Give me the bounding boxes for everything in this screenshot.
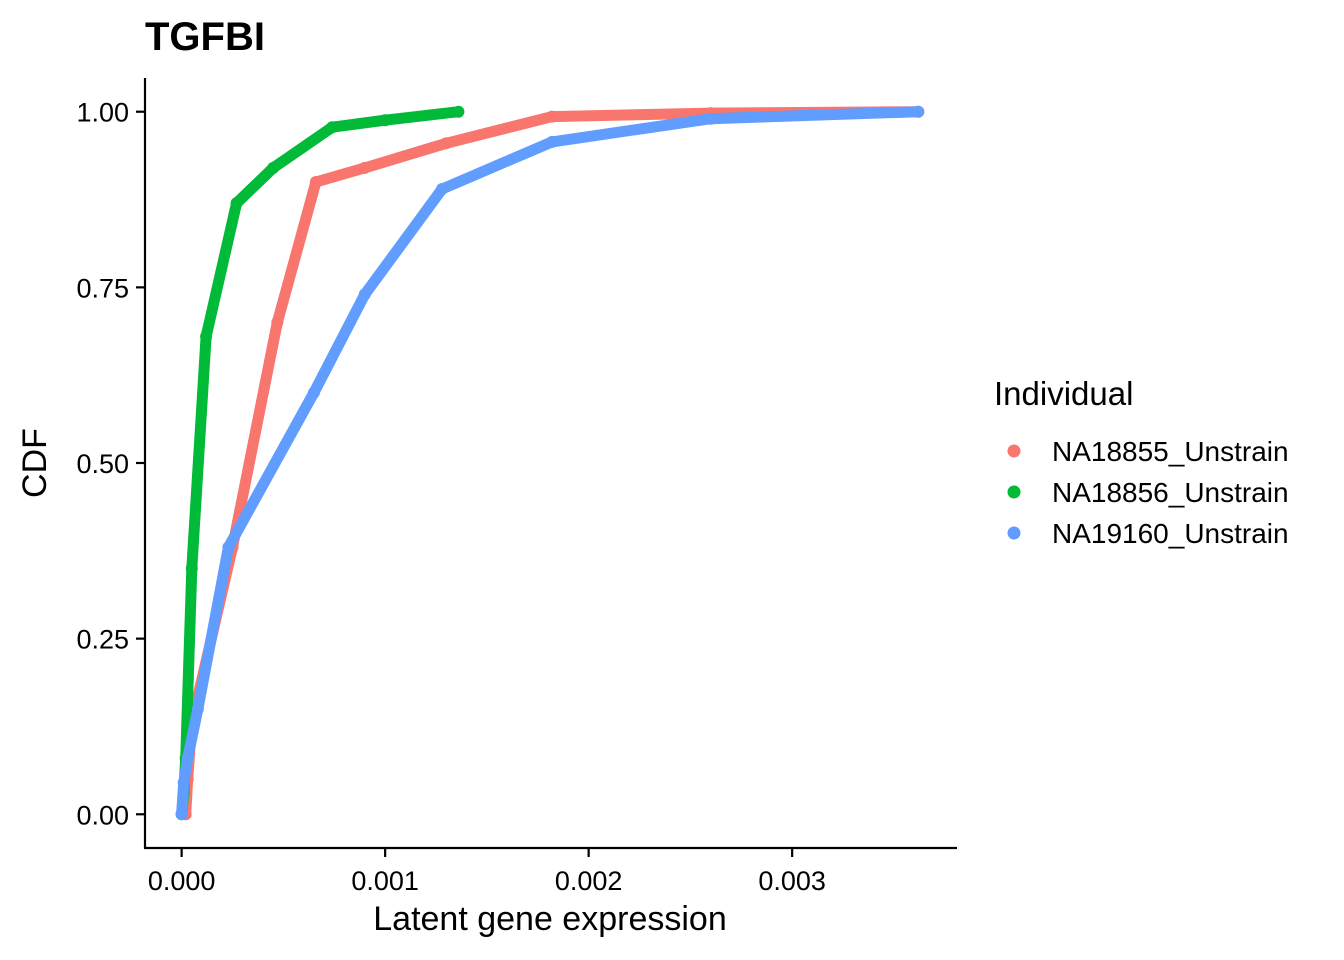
data-point [185, 562, 198, 575]
series-NA18855_Unstrain [179, 105, 925, 821]
data-point [546, 110, 558, 123]
x-ticks: 0.000 0.001 0.002 0.003 [148, 848, 826, 896]
series-line [180, 106, 924, 820]
data-point [436, 183, 449, 195]
data-point [200, 330, 213, 343]
x-tick-label: 0.001 [351, 866, 419, 896]
data-point [222, 541, 235, 554]
legend-item: NA18856_Unstrain [1007, 477, 1289, 508]
legend-key [1007, 485, 1021, 499]
legend-label: NA18855_Unstrain [1052, 436, 1289, 467]
y-tick-label: 0.50 [76, 449, 129, 479]
data-point [704, 112, 717, 125]
series-layer [175, 105, 925, 821]
y-tick-label: 0.00 [76, 800, 129, 830]
data-point [307, 386, 320, 399]
y-tick-label: 1.00 [76, 98, 129, 128]
data-point [181, 752, 194, 765]
legend-item: NA18855_Unstrain [1007, 436, 1289, 467]
data-point [440, 137, 453, 150]
x-tick-label: 0.003 [758, 866, 826, 896]
data-point [309, 176, 322, 188]
data-point [191, 702, 204, 715]
legend-title: Individual [994, 375, 1133, 412]
x-tick-label: 0.000 [148, 866, 216, 896]
data-point [452, 105, 465, 118]
data-point [271, 316, 284, 329]
legend-item: NA19160_Unstrain [1007, 518, 1289, 549]
data-point [358, 161, 371, 174]
legend-label: NA19160_Unstrain [1052, 518, 1289, 549]
data-point [379, 114, 392, 127]
data-point [912, 105, 925, 118]
y-tick-label: 0.25 [76, 625, 129, 655]
legend: Individual NA18855_Unstrain NA18856_Unstr… [994, 375, 1289, 549]
data-point [230, 197, 243, 210]
chart-title: TGFBI [145, 15, 265, 59]
x-tick-label: 0.002 [555, 866, 623, 896]
data-point [175, 808, 188, 821]
series-line [176, 106, 924, 820]
x-axis-title: Latent gene expression [373, 900, 726, 938]
legend-label: NA18856_Unstrain [1052, 477, 1289, 508]
legend-key [1007, 526, 1021, 540]
data-point [267, 161, 280, 174]
data-point [546, 135, 558, 148]
y-axis-title: CDF [16, 428, 54, 498]
series-NA19160_Unstrain [175, 105, 925, 821]
y-tick-label: 0.75 [76, 273, 129, 303]
data-point [177, 776, 190, 789]
data-point [358, 288, 371, 301]
legend-items: NA18855_Unstrain NA18856_Unstrain NA19160_… [1007, 436, 1289, 549]
legend-key [1007, 444, 1021, 458]
data-point [326, 121, 339, 134]
y-ticks: 0.00 0.25 0.50 0.75 1.00 [76, 98, 145, 830]
